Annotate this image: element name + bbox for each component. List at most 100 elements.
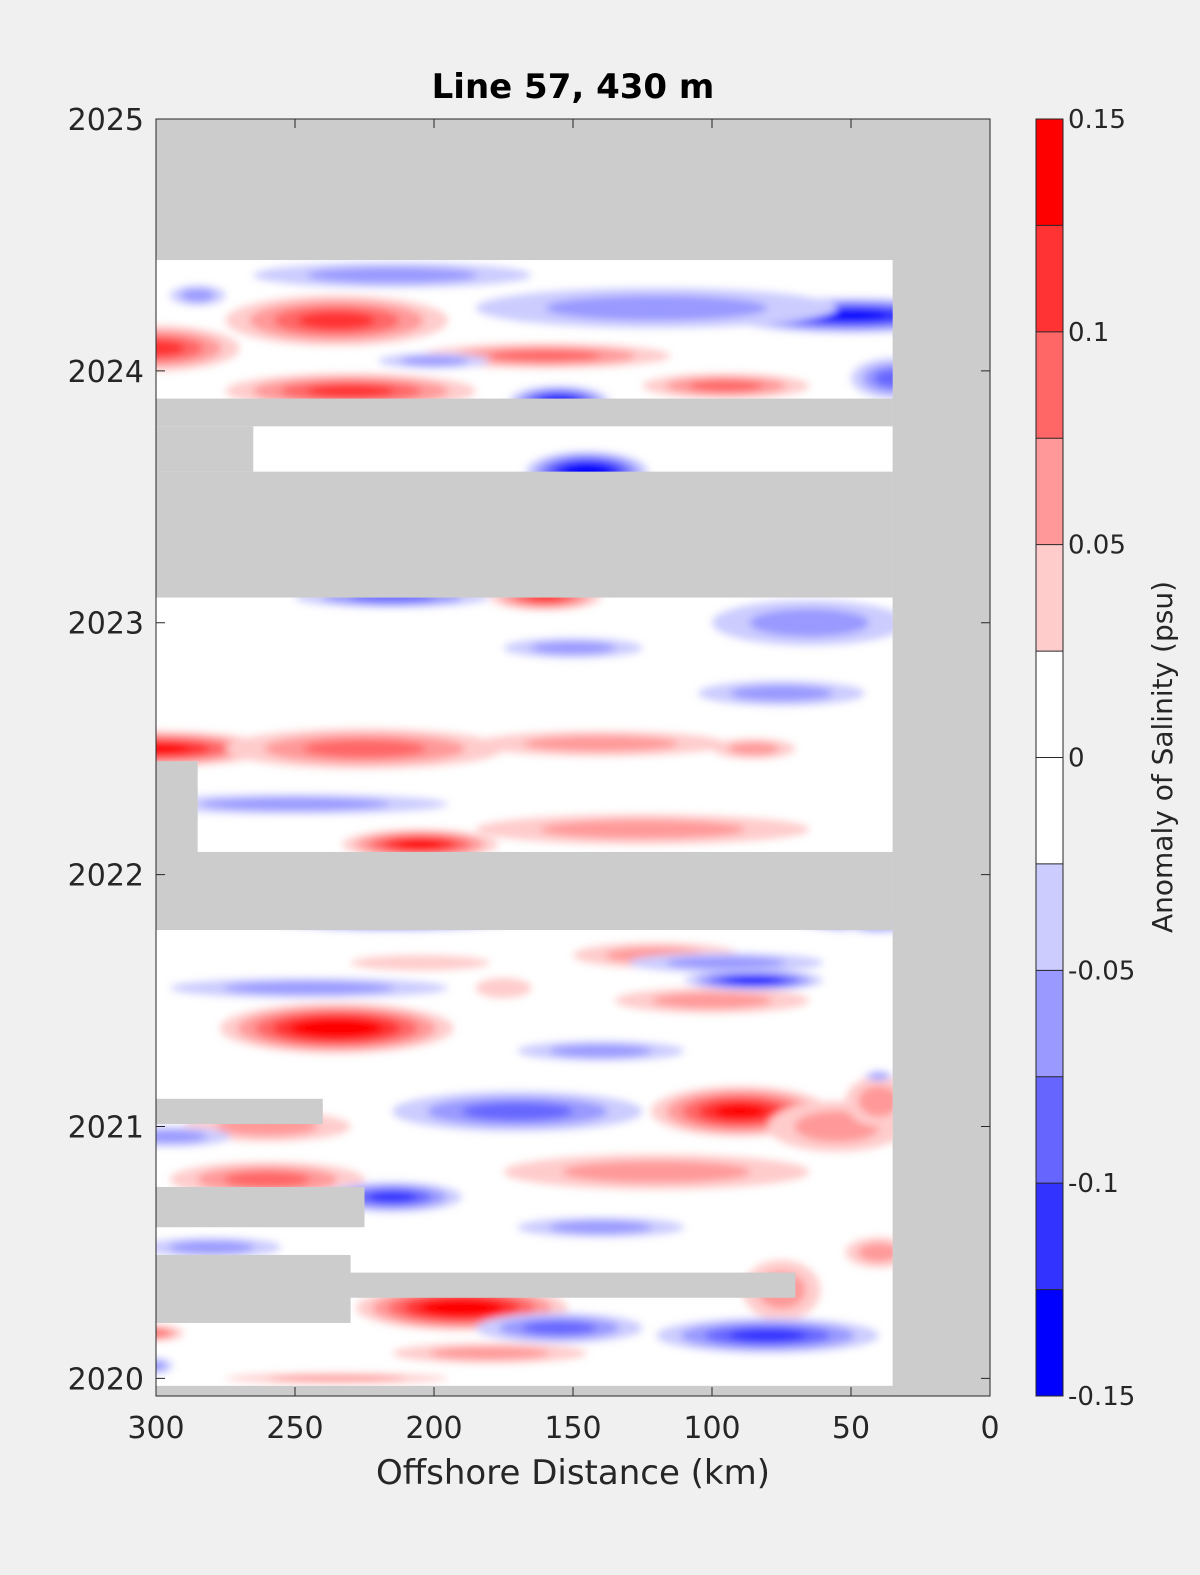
colorbar-swatch [1036,225,1063,332]
contour-level [530,641,616,655]
y-tick-label: 2025 [68,103,144,138]
anomaly-feature [851,358,893,399]
anomaly-feature [845,1237,893,1268]
anomaly-feature [350,955,490,971]
colorbar-swatch [1036,863,1063,971]
anomaly-feature [845,1076,893,1127]
anomaly-feature [503,637,643,659]
colorbar-swatch [1036,1289,1063,1396]
anomaly-feature [628,952,824,973]
anomaly-feature [503,1154,810,1190]
anomaly-feature [517,1217,685,1238]
contour-level [874,369,893,388]
contour-level [666,956,786,969]
x-axis-label: Offshore Distance (km) [376,1453,770,1493]
contour-level [307,384,395,398]
colorbar-swatch [1036,331,1063,439]
y-tick-label: 2023 [68,607,144,642]
y-tick-label: 2021 [68,1110,144,1145]
colorbar-swatch [1036,119,1063,226]
contour-level [168,1241,255,1254]
colorbar-frame [1035,118,1064,1397]
x-tick-label: 250 [266,1411,323,1446]
colorbar-tick-label: -0.1 [1068,1169,1119,1199]
contour-level [223,1171,311,1188]
anomaly-feature [614,987,810,1014]
contour-level [858,1085,893,1117]
data-region [156,260,893,1386]
colorbar-swatch [1036,544,1063,652]
colorbar-swatch [1036,1183,1063,1290]
colorbar-swatch [1036,1076,1063,1184]
x-tick-label: 0 [980,1411,999,1446]
anomaly-feature [698,680,865,706]
anomaly-feature [475,731,726,757]
contour-level [461,1102,573,1121]
contour-level [870,1073,888,1080]
contour-level [429,1346,550,1360]
contour-level [545,295,768,321]
contour-level [714,1104,766,1119]
contour-level [200,797,390,811]
colorbar-tick-label: -0.05 [1068,956,1135,986]
x-tick-label: 150 [544,1411,601,1446]
contour-level [730,685,833,702]
anomaly-feature [642,373,810,399]
contour-level [562,1160,751,1183]
colorbar-tick-label: 0 [1068,744,1085,774]
contour-level [156,743,190,754]
contour-level [156,1329,169,1337]
no-data-band [156,1186,365,1228]
anomaly-feature [156,794,448,815]
chart-title: Line 57, 430 m [432,67,715,107]
anomaly-feature [169,285,226,306]
colorbar-swatch [1036,970,1063,1077]
no-data-band [156,1254,351,1323]
anomaly-feature [475,1312,643,1344]
anomaly-feature [156,1358,173,1374]
x-tick-label: 300 [127,1411,184,1446]
contour-level [815,310,887,321]
no-data-band [156,1098,323,1124]
colorbar-tick-label: 0.15 [1068,105,1126,135]
x-tick-label: 50 [832,1411,870,1446]
contour-level [728,1329,807,1342]
no-data-band [156,471,893,598]
anomaly-feature [475,977,532,999]
no-data-band [156,851,893,931]
colorbar-swatch [1036,757,1063,864]
anomaly-feature [156,1126,232,1147]
anomaly-feature [712,738,796,759]
colorbar-tick-label: 0.1 [1068,318,1109,348]
contour-level [728,742,780,755]
no-data-band [156,761,198,852]
contour-level [180,289,215,302]
contour-level [306,267,478,283]
contour-level [368,1191,417,1203]
contour-level [223,981,395,995]
contour-level [308,1022,366,1035]
contour-level [539,819,746,839]
contour-level [350,955,490,971]
x-tick-label: 100 [683,1411,740,1446]
contour-level [733,977,774,984]
anomaly-feature [475,287,838,329]
contour-level [268,1375,406,1382]
no-data-gaps [156,398,893,1323]
anomaly-feature [392,1343,587,1364]
anomaly-feature [156,325,240,371]
x-axis: 300 250 200 150 100 50 0 [127,119,1000,1446]
anomaly-feature [156,1237,282,1258]
anomaly-feature [156,1325,184,1341]
plot-area [156,119,990,1396]
anomaly-feature [475,814,810,845]
no-data-band [156,398,893,427]
contour-level [523,735,678,752]
contour-level [475,977,532,999]
anomaly-feature [392,1091,643,1132]
contour-level [397,840,443,849]
colorbar-tick-label: -0.15 [1068,1382,1135,1412]
contour-level [156,1130,208,1143]
contour-level [156,340,185,357]
